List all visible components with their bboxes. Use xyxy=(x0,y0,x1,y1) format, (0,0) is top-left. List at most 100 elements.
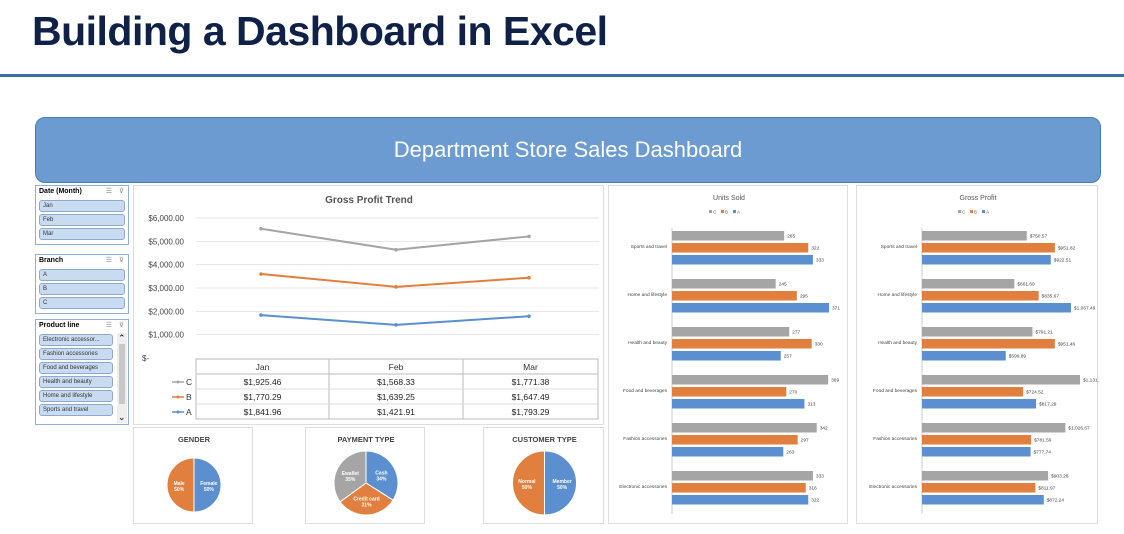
table-cell: $1,793.29 xyxy=(512,407,550,417)
data-label: 245 xyxy=(779,282,787,288)
slicer-item[interactable]: Health and beauty xyxy=(39,376,113,388)
gross-profit-trend-chart: Gross Profit Trend $- $1,000.00 $2,000.00 $3… xyxy=(133,185,604,425)
clear-filter-icon[interactable]: ⊽ xyxy=(118,257,124,264)
category-label: Food and beverages xyxy=(873,388,918,394)
y-tick-label: $6,000.00 xyxy=(148,214,184,223)
slicer-item[interactable]: Mar xyxy=(39,228,125,240)
bar-A xyxy=(922,351,1006,361)
table-cell: $1,925.46 xyxy=(244,377,282,387)
data-label: $661.69 xyxy=(1017,282,1035,288)
legend-label: A xyxy=(186,407,192,417)
pie-slice xyxy=(544,450,577,516)
bar-A xyxy=(922,495,1044,505)
scroll-down-icon[interactable]: ⌄ xyxy=(118,412,126,422)
slicer-item[interactable]: Electronic accessor... xyxy=(39,334,113,346)
data-label: $817.29 xyxy=(1039,402,1057,408)
legend-label: B xyxy=(974,210,977,215)
bar-B xyxy=(922,387,1024,397)
category-label: Fashion accessories xyxy=(873,436,917,442)
legend-swatch-C xyxy=(709,210,712,213)
bar-C xyxy=(922,231,1027,241)
slicer-branch: Branch ☰ ⊽ A B C xyxy=(35,254,129,314)
legend-swatch-C xyxy=(958,210,961,213)
bar-A xyxy=(922,303,1072,313)
bar-C xyxy=(672,423,817,433)
slicer-product-line: Product line ☰ ⊽ Electronic accessor... Fash… xyxy=(35,319,129,425)
slicer-item[interactable]: Food and beverages xyxy=(39,362,113,374)
data-label: $872.24 xyxy=(1047,498,1065,504)
slicer-item[interactable]: Home and lifestyle xyxy=(39,390,113,402)
bar-B xyxy=(922,483,1036,493)
slice-label: Member xyxy=(553,479,572,485)
slice-percent: 50% xyxy=(557,485,568,491)
legend-label: C xyxy=(713,210,717,215)
table-cell: $1,771.38 xyxy=(512,377,550,387)
bar-B xyxy=(922,339,1055,349)
slice-label: Male xyxy=(174,481,185,487)
bar-B xyxy=(672,483,806,493)
legend-swatch-B xyxy=(970,210,973,213)
y-tick-label: $4,000.00 xyxy=(148,261,184,270)
bar-A xyxy=(672,255,813,265)
data-point xyxy=(394,285,398,289)
clear-filter-icon[interactable]: ⊽ xyxy=(118,322,124,329)
multi-select-icon[interactable]: ☰ xyxy=(105,188,112,195)
multi-select-icon[interactable]: ☰ xyxy=(105,322,112,329)
data-label: 333 xyxy=(816,474,824,480)
clear-filter-icon[interactable]: ⊽ xyxy=(118,188,124,195)
data-point xyxy=(394,323,398,327)
bar-C xyxy=(922,471,1049,481)
pie-slice xyxy=(339,482,394,516)
slicer-title: Product line ☰ ⊽ xyxy=(36,320,128,332)
bar-B xyxy=(672,291,797,301)
bar-A xyxy=(672,303,829,313)
slice-percent: 50% xyxy=(522,485,533,491)
multi-select-icon[interactable]: ☰ xyxy=(105,257,112,264)
category-label: Electronic accessories xyxy=(869,484,917,490)
payment-type-pie-chart: PAYMENT TYPE Cash 34% Credit card 31% Ewallet… xyxy=(305,427,425,524)
slicer-item[interactable]: C xyxy=(39,297,125,309)
slicer-item[interactable]: B xyxy=(39,283,125,295)
bar-B xyxy=(922,291,1039,301)
slicer-item[interactable]: Sports and travel xyxy=(39,404,113,416)
y-tick-label: $- xyxy=(142,354,149,363)
data-label: 297 xyxy=(801,438,809,444)
slicer-item[interactable]: Fashion accessories xyxy=(39,348,113,360)
data-label: 265 xyxy=(787,234,795,240)
slicer-item[interactable]: Jan xyxy=(39,200,125,212)
pie-slice xyxy=(166,457,195,513)
customer-type-pie-chart: CUSTOMER TYPE Member 50% Normal 50% xyxy=(483,427,604,524)
category-label: Health and beauty xyxy=(628,340,668,346)
slicer-item[interactable]: Feb xyxy=(39,214,125,226)
scroll-thumb[interactable] xyxy=(119,344,125,404)
bar-A xyxy=(922,399,1037,409)
bar-B xyxy=(672,387,787,397)
data-label: $903.28 xyxy=(1051,474,1069,480)
data-label: $1,067.49 xyxy=(1074,306,1096,312)
data-point xyxy=(259,272,263,276)
table-header: Feb xyxy=(389,362,404,372)
pie-slice xyxy=(512,450,545,516)
data-label: $781.59 xyxy=(1034,438,1052,444)
slice-percent: 35% xyxy=(345,477,356,483)
data-label: $835.67 xyxy=(1042,294,1060,300)
data-label: $791.21 xyxy=(1035,330,1053,336)
y-tick-label: $3,000.00 xyxy=(148,284,184,293)
chart-title: PAYMENT TYPE xyxy=(337,435,394,444)
table-cell: $1,770.29 xyxy=(244,392,282,402)
bar-C xyxy=(922,327,1033,337)
slicer-title: Branch ☰ ⊽ xyxy=(36,255,128,267)
legend-label: A xyxy=(986,210,989,215)
category-label: Sports and travel xyxy=(631,244,667,250)
gross-profit-chart: Gross Profit C B A Sports and travel $750.57 $… xyxy=(856,185,1099,524)
slicer-item[interactable]: A xyxy=(39,269,125,281)
bar-A xyxy=(922,255,1051,265)
bar-B xyxy=(922,435,1032,445)
bar-C xyxy=(922,423,1066,433)
data-label: 369 xyxy=(831,378,839,384)
legend-marker xyxy=(176,410,180,414)
scrollbar[interactable]: ⌃ ⌄ xyxy=(117,333,127,423)
scroll-up-icon[interactable]: ⌃ xyxy=(118,333,126,343)
slice-label: Credit card xyxy=(353,497,379,503)
